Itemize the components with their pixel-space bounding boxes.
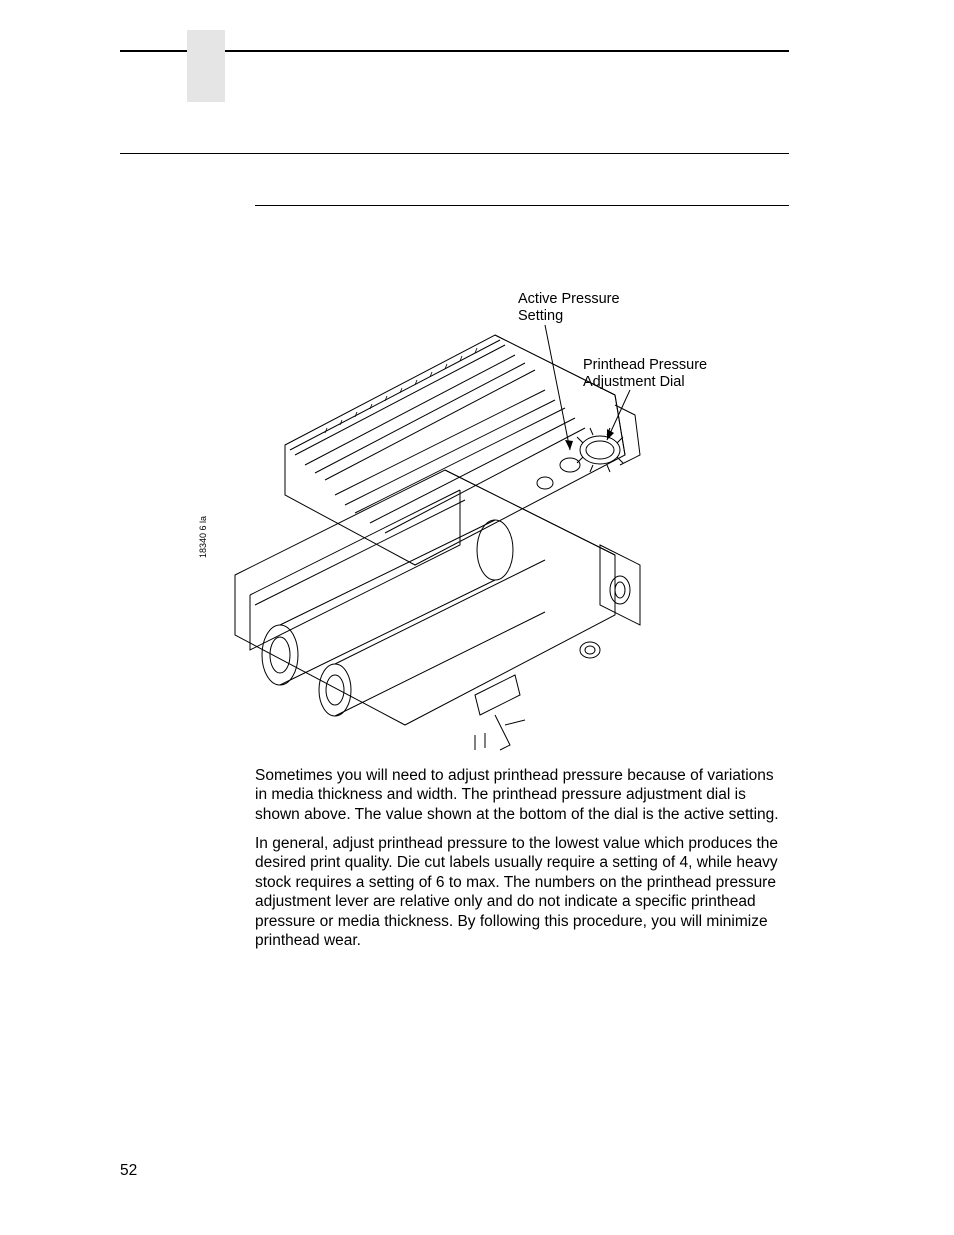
callout-printhead-dial: Printhead PressureAdjustment Dial	[583, 357, 707, 392]
callout-active-pressure: Active PressureSetting	[518, 291, 620, 326]
header-rule-bottom	[120, 153, 789, 154]
figure-code: 18340 6 la	[198, 516, 208, 558]
page: Active PressureSetting Printhead Pressur…	[0, 0, 954, 1235]
section-rule	[255, 205, 789, 206]
page-number: 52	[120, 1162, 137, 1180]
printhead-diagram	[195, 255, 755, 755]
figure-printhead-assembly: Active PressureSetting Printhead Pressur…	[195, 255, 755, 755]
paragraph-1: Sometimes you will need to adjust printh…	[255, 766, 789, 824]
callout-text: Printhead PressureAdjustment Dial	[583, 357, 707, 390]
paragraph-2: In general, adjust printhead pressure to…	[255, 834, 789, 950]
callout-text: Active PressureSetting	[518, 291, 620, 324]
chapter-tab	[187, 30, 225, 102]
